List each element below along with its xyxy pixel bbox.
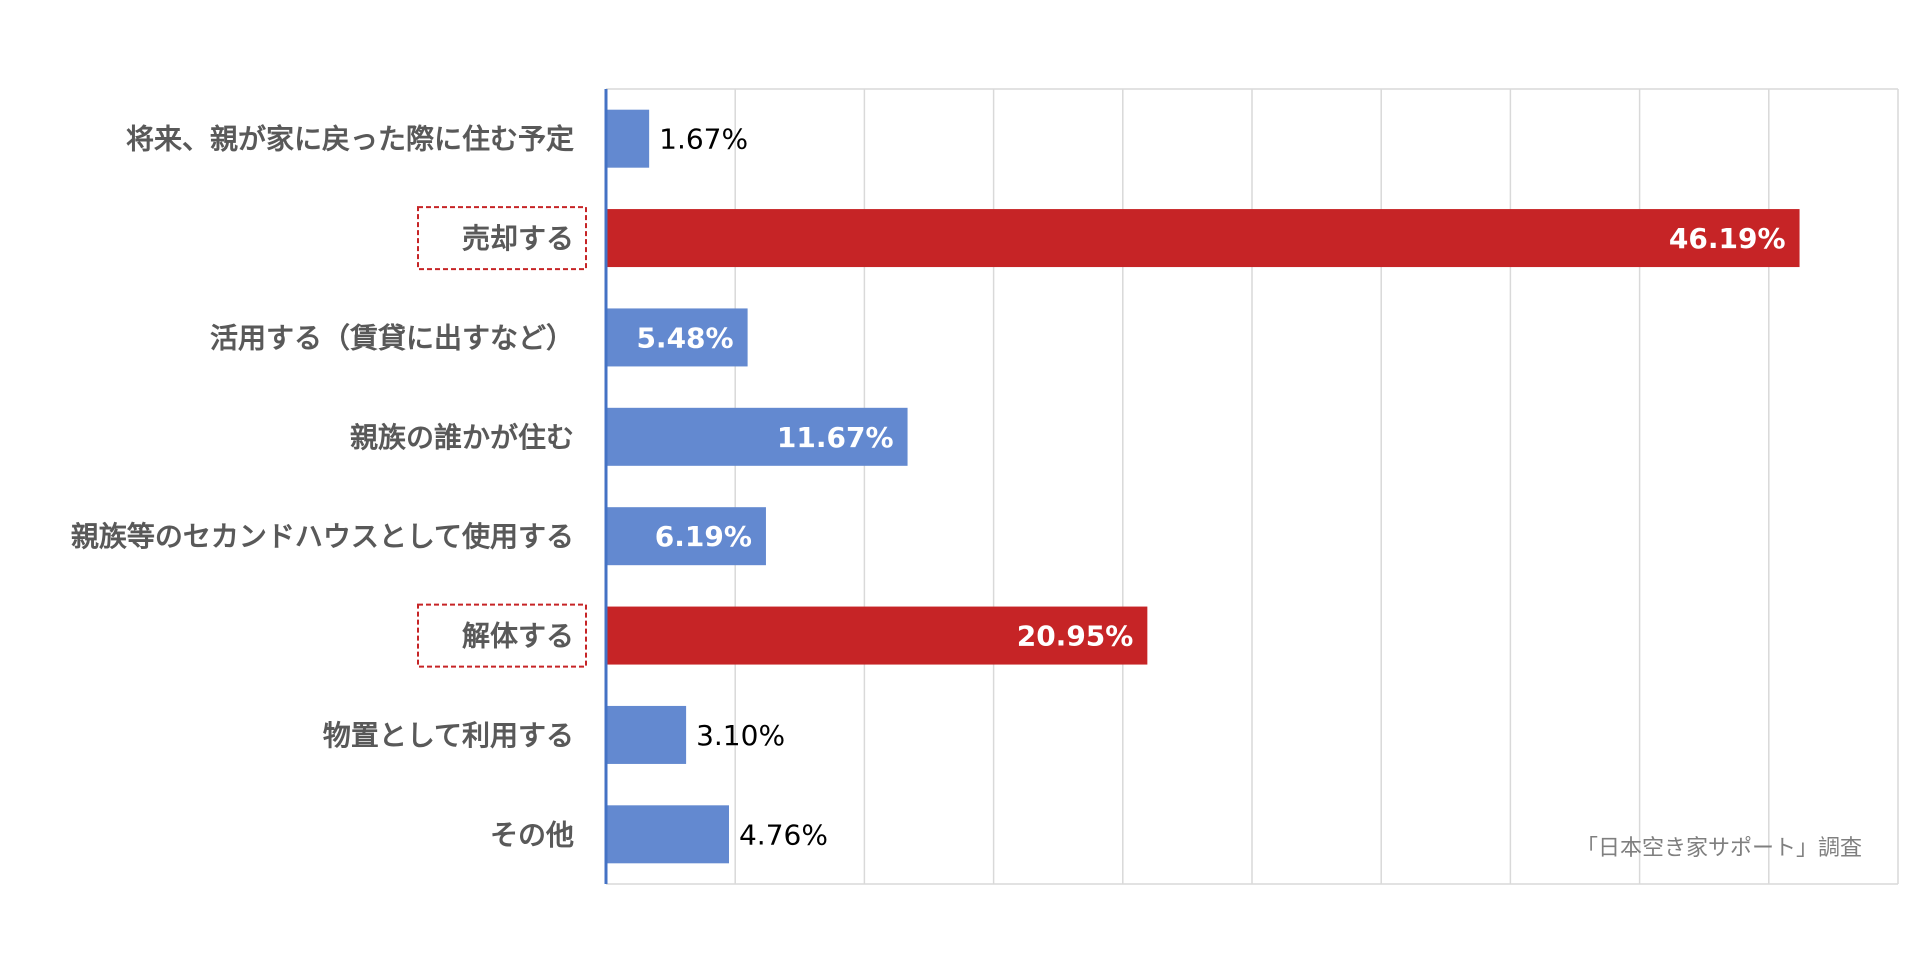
- category-highlight-box: [417, 206, 587, 271]
- bar: [607, 805, 729, 864]
- category-highlight-box: [417, 603, 587, 668]
- value-label: 6.19%: [655, 520, 752, 553]
- category-label: 解体する: [462, 620, 574, 653]
- value-label: 3.10%: [696, 719, 785, 752]
- bar: [607, 109, 650, 168]
- value-label: 4.76%: [739, 818, 828, 851]
- category-label: 親族の誰かが住む: [350, 421, 574, 454]
- value-label: 46.19%: [1669, 222, 1786, 255]
- value-label: 11.67%: [777, 421, 894, 454]
- grid-layer: [604, 88, 1899, 885]
- label-layer: 将来、親が家に戻った際に住む予定 1.67% 売却する 46.19% 活用する（賃貸に出…: [71, 123, 1786, 852]
- category-label: 活用する（賃貸に出すなど）: [210, 321, 574, 354]
- value-label: 1.67%: [659, 123, 748, 156]
- bar: [607, 308, 748, 367]
- bar: [607, 209, 1800, 268]
- bar: [607, 407, 908, 466]
- category-label: 売却する: [462, 222, 574, 255]
- bar: [607, 606, 1148, 665]
- category-label: その他: [490, 818, 574, 851]
- value-label: 20.95%: [1017, 620, 1134, 653]
- bar: [607, 705, 687, 764]
- bar-layer: [607, 109, 1800, 864]
- bar: [607, 507, 766, 566]
- source-note: 「日本空き家サポート」調査: [1576, 836, 1862, 861]
- category-label: 親族等のセカンドハウスとして使用する: [71, 520, 574, 553]
- category-label: 将来、親が家に戻った際に住む予定: [126, 123, 574, 156]
- value-label: 5.48%: [636, 321, 733, 354]
- category-label: 物置として利用する: [323, 719, 574, 752]
